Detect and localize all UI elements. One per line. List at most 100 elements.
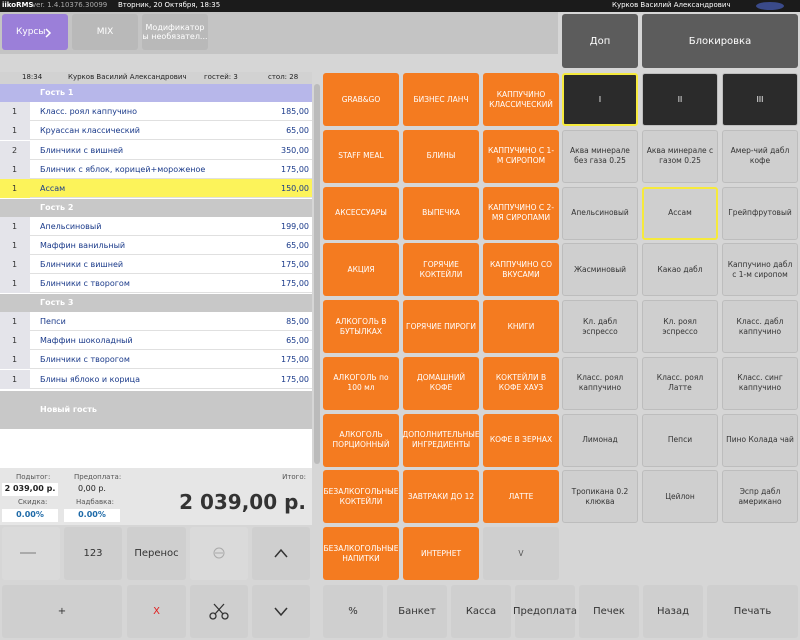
category-button[interactable]: КОФЕ В ЗЕРНАХ [483,413,559,467]
guest-row[interactable]: Гость 3 [0,293,312,312]
keypad-button[interactable] [252,527,310,580]
category-button[interactable]: ЗАВТРАКИ ДО 12 [403,470,479,524]
keypad-button[interactable]: X [127,585,186,638]
category-button[interactable]: КАППУЧИНО С 2-МЯ СИРОПАМИ [483,186,559,240]
product-button[interactable]: II [642,73,718,126]
product-button[interactable]: Класс. дабл каппучино [722,300,798,353]
discount-label: Скидка: [18,498,48,506]
item-name: Маффин шоколадный [40,336,133,345]
bottom-button[interactable]: Банкет [387,585,447,638]
order-row[interactable] [0,235,312,255]
product-button[interactable]: Цейлон [642,470,718,524]
app-name: iikoRMS [2,1,34,9]
category-button[interactable]: АЛКОГОЛЬ ПОРЦИОННЫЙ [323,413,399,467]
product-button[interactable]: Каппучино дабл с 1-м сиропом [722,243,798,297]
toolbar-button[interactable]: MIX [72,14,138,50]
toolbar-button[interactable]: Курсы [2,14,68,50]
bottom-button[interactable]: Печек [579,585,639,638]
category-button[interactable]: АЛКОГОЛЬ по 100 мл [323,356,399,410]
order-row[interactable] [0,179,312,199]
product-button[interactable]: Грейпфрутовый [722,186,798,240]
guest-row[interactable]: Гость 1 [0,84,312,102]
category-button[interactable]: КОКТЕЙЛИ В КОФЕ ХАУЗ [483,356,559,410]
category-button[interactable]: ГОРЯЧИЕ ПИРОГИ [403,300,479,353]
category-button[interactable]: ВЫПЕЧКА [403,186,479,240]
category-button[interactable]: ЛАТТЕ [483,470,559,524]
item-name: Блинчики с творогом [40,355,130,365]
product-button[interactable]: Апельсиновый [562,186,638,240]
order-row[interactable] [0,350,312,370]
scrollbar[interactable] [314,84,320,464]
order-row[interactable] [0,102,312,121]
product-button[interactable]: Ассам [642,186,718,240]
product-button[interactable]: Тропикана 0.2 клюква [562,470,638,524]
product-button[interactable]: Класс. роял Латте [642,356,718,410]
product-button[interactable]: Эспр дабл американо [722,470,798,524]
prepay-label: Предоплата: [74,473,122,481]
category-button[interactable]: ДОПОЛНИТЕЛЬНЫЕ ИНГРЕДИЕНТЫ [402,413,480,467]
item-name: Блины яблоко и корица [40,374,141,384]
status-icon [756,2,784,10]
category-button[interactable]: GRAB&GO [323,73,399,126]
extra-button[interactable]: Доп [562,14,638,68]
order-row[interactable] [0,121,312,141]
order-row[interactable] [0,140,312,160]
product-button[interactable]: Лимонад [562,413,638,467]
item-price: 65,00 [286,336,309,345]
lock-button[interactable]: Блокировка [642,14,798,68]
category-button[interactable]: БИЗНЕС ЛАНЧ [403,73,479,126]
category-button[interactable]: V [483,527,559,580]
category-button[interactable]: БЛИНЫ [403,129,479,183]
product-button[interactable]: Пино Колада чай [722,413,798,467]
category-button[interactable]: БЕЗАЛКОГОЛЬНЫЕ КОКТЕЙЛИ [323,470,399,524]
date-time: Вторник, 20 Октября, 18:35 [118,1,221,9]
product-button[interactable]: I [562,73,638,126]
order-row[interactable] [0,255,312,275]
order-row[interactable] [0,331,312,350]
toolbar-button[interactable]: Модификатор ы необязател... [142,14,208,50]
category-button[interactable]: КАППУЧИНО СО ВКУСАМИ [483,243,559,297]
category-button[interactable]: ГОРЯЧИЕ КОКТЕЙЛИ [403,243,479,297]
product-button[interactable]: Класс. роял каппучино [562,356,638,410]
product-button[interactable]: Аква минерале без газа 0.25 [562,129,638,183]
order-row[interactable] [0,274,312,294]
bottom-button[interactable]: Печать [707,585,798,638]
keypad-button[interactable] [252,585,310,638]
category-button[interactable]: КНИГИ [483,300,559,353]
scissors-icon [209,603,229,620]
product-button[interactable]: III [722,73,798,126]
category-button[interactable]: КАППУЧИНО С 1-М СИРОПОМ [483,129,559,183]
guest-row[interactable]: Гость 2 [0,198,312,217]
item-name: Блинчики с творогом [40,279,130,289]
keypad-button[interactable]: 123 [64,527,122,580]
bottom-button[interactable]: Касса [451,585,511,638]
product-button[interactable]: Кл. роял эспрессо [642,300,718,353]
keypad-button[interactable]: Перенос [127,527,186,580]
order-row[interactable] [0,369,312,389]
category-button[interactable]: КАППУЧИНО КЛАССИЧЕСКИЙ [483,73,559,126]
bottom-button[interactable]: Назад [643,585,703,638]
keypad-button[interactable]: + [2,585,122,638]
product-button[interactable]: Пепси [642,413,718,467]
new-guest[interactable]: Новый гость [0,390,312,429]
bottom-button[interactable]: % [323,585,383,638]
product-button[interactable]: Аква минерале с газом 0.25 [642,129,718,183]
product-button[interactable]: Класс. синг каппучино [722,356,798,410]
category-button[interactable]: STAFF MEAL [323,129,399,183]
keypad-button[interactable] [190,585,248,638]
category-button[interactable]: ДОМАШНИЙ КОФЕ [403,356,479,410]
product-button[interactable]: Жасминовый [562,243,638,297]
product-button[interactable]: Амер-чий дабл кофе [722,129,798,183]
category-button[interactable]: БЕЗАЛКОГОЛЬНЫЕ НАПИТКИ [323,527,399,580]
product-button[interactable]: Какао дабл [642,243,718,297]
order-row[interactable] [0,159,312,179]
item-price: 175,00 [281,164,309,174]
order-row[interactable] [0,216,312,236]
category-button[interactable]: АЛКОГОЛЬ В БУТЫЛКАХ [323,300,399,353]
category-button[interactable]: ИНТЕРНЕТ [403,527,479,580]
category-button[interactable]: АКСЕССУАРЫ [323,186,399,240]
order-row[interactable] [0,311,312,331]
product-button[interactable]: Кл. дабл эспрессо [562,300,638,353]
category-button[interactable]: АКЦИЯ [323,243,399,297]
bottom-button[interactable]: Предоплата [513,585,577,638]
